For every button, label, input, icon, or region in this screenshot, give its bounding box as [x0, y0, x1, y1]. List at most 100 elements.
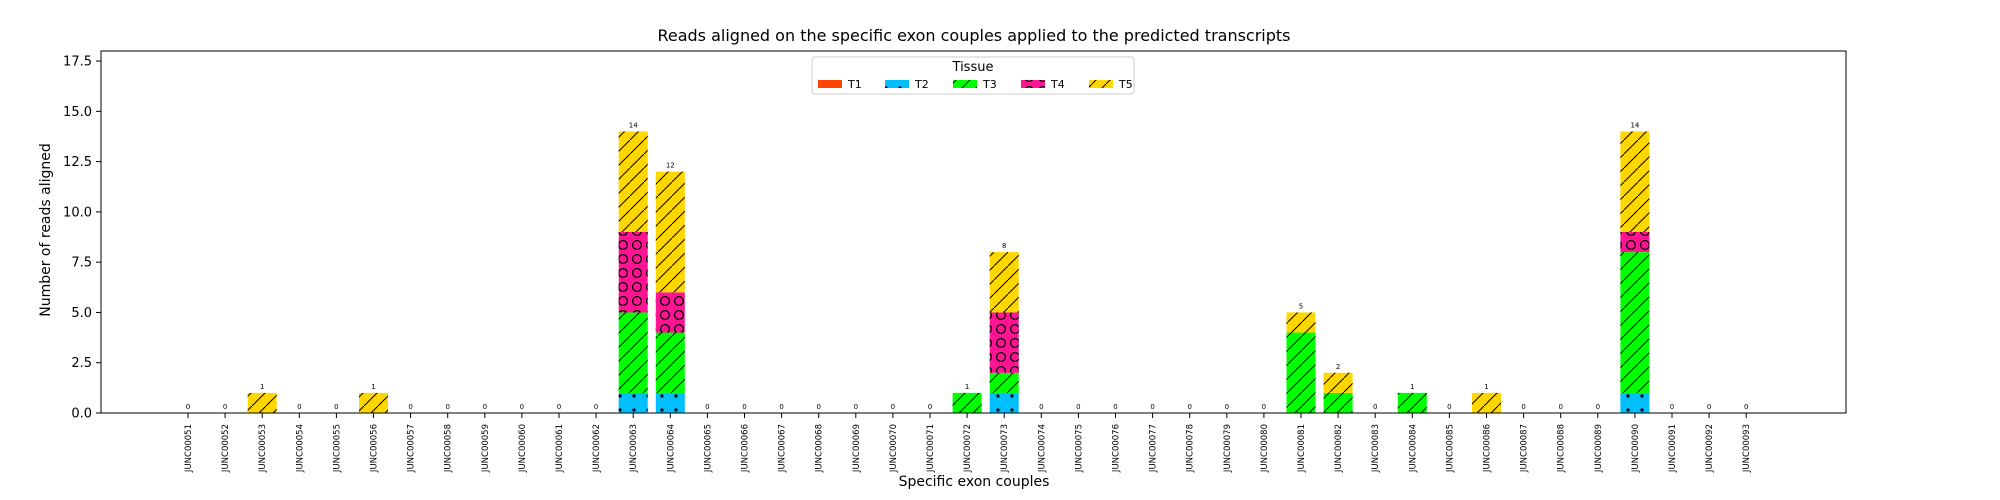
bar-value-label: 0: [1113, 403, 1117, 411]
bar-value-label: 0: [1225, 403, 1229, 411]
y-tick-label: 12.5: [63, 155, 92, 170]
x-tick-label: JUNC00051: [184, 424, 194, 473]
y-axis: 0.0 2.5 5.0 7.5 10.0 12.5 15.0 17.5: [63, 55, 101, 422]
x-tick-label: JUNC00071: [926, 424, 936, 473]
bar-value-label: 0: [445, 403, 449, 411]
bar-value-label: 0: [1707, 403, 1711, 411]
bar-value-label: 0: [520, 403, 524, 411]
x-axis: JUNC00051 JUNC00052 JUNC00053 JUNC00054 JUNC…: [184, 413, 1752, 473]
x-tick-label: JUNC00081: [1297, 424, 1307, 473]
plot-frame: [100, 50, 1847, 414]
y-tick-label: 17.5: [63, 55, 92, 70]
x-tick-label: JUNC00057: [407, 424, 417, 473]
x-tick-label: JUNC00088: [1557, 424, 1567, 473]
y-tick-label: 2.5: [71, 356, 92, 371]
bar-hatch-t3: [1323, 392, 1353, 413]
legend-swatch-t1: [818, 80, 842, 88]
bar-value-label: 14: [629, 121, 638, 129]
legend-swatch-hatch-t4: [1021, 80, 1045, 88]
value-labels-layer: 0 0 1 0 0 1 0 0 0 0 0 0 14 12 0 0 0 0 0 0 0 1 8 0 0 0 0 0 0 0 5 2 0 1 0 1 0 0…: [186, 121, 1749, 411]
bar-hatch-t5: [618, 131, 648, 232]
bar-hatch-t3: [989, 372, 1019, 393]
x-tick-label: JUNC00054: [295, 424, 305, 473]
y-tick-label: 5.0: [71, 306, 92, 321]
bar-hatch-t3: [1397, 392, 1427, 413]
legend-title: Tissue: [952, 60, 994, 75]
bar-hatch-t5: [1472, 392, 1501, 413]
x-tick-label: JUNC00056: [370, 424, 380, 473]
bars-layer: [247, 131, 1650, 413]
bar-hatch-t5: [655, 171, 685, 293]
y-tick-label: 10.0: [63, 205, 92, 220]
chart-title: Reads aligned on the specific exon coupl…: [657, 26, 1290, 45]
bar-value-label: 0: [854, 403, 858, 411]
x-tick-label: JUNC00075: [1074, 424, 1084, 473]
bar-value-label: 0: [223, 403, 227, 411]
bar-hatch-t4: [989, 312, 1019, 373]
legend-label-t4: T4: [1050, 78, 1065, 91]
x-tick-label: JUNC00073: [1000, 424, 1010, 473]
legend-swatch-hatch-t3: [953, 80, 977, 88]
x-tick-label: JUNC00070: [889, 424, 899, 473]
bar-hatch-t5: [247, 392, 277, 413]
x-axis-label: Specific exon couples: [899, 474, 1050, 490]
bar-hatch-t3: [618, 312, 648, 393]
bar-value-label: 5: [1299, 302, 1303, 310]
x-tick-label: JUNC00077: [1149, 424, 1159, 473]
bar-value-label: 0: [928, 403, 932, 411]
bar-value-label: 0: [334, 403, 338, 411]
x-tick-label: JUNC00080: [1260, 424, 1270, 473]
x-tick-label: JUNC00052: [221, 424, 231, 473]
bar-value-label: 1: [1410, 383, 1414, 391]
legend-items: T1 T2 T3 T4 T5: [818, 78, 1133, 91]
x-tick-label: JUNC00085: [1445, 424, 1455, 473]
bar-value-label: 0: [408, 403, 412, 411]
bar-hatch-t2: [989, 392, 1019, 413]
x-tick-label: JUNC00086: [1483, 424, 1493, 473]
bar-value-label: 0: [1039, 403, 1043, 411]
bar-value-label: 0: [891, 403, 895, 411]
bar-value-label: 0: [816, 403, 820, 411]
x-tick-label: JUNC00072: [963, 424, 973, 473]
y-tick-label: 0.0: [71, 407, 92, 422]
bar-value-label: 0: [1596, 403, 1600, 411]
legend-swatch-hatch-t5: [1089, 80, 1113, 88]
x-tick-label: JUNC00063: [629, 424, 639, 473]
bar-hatch-t4: [618, 232, 648, 313]
bar-hatch-t5: [1620, 131, 1650, 232]
x-tick-label: JUNC00069: [852, 424, 862, 473]
legend-label-t2: T2: [914, 78, 929, 91]
bar-hatch-t3: [655, 332, 685, 393]
bar-value-label: 0: [779, 403, 783, 411]
x-tick-label: JUNC00055: [332, 424, 342, 473]
bar-hatch-t5: [1323, 372, 1353, 393]
bar-hatch-t5: [1286, 312, 1316, 333]
bar-value-label: 0: [1262, 403, 1266, 411]
bar-hatch-t3: [1286, 332, 1316, 413]
bar-value-label: 1: [371, 383, 375, 391]
legend-label-t5: T5: [1118, 78, 1133, 91]
bar-value-label: 0: [557, 403, 561, 411]
bar-value-label: 0: [483, 403, 487, 411]
x-tick-label: JUNC00068: [815, 424, 825, 473]
bar-hatch-t5: [359, 392, 388, 413]
bar-value-label: 0: [297, 403, 301, 411]
bar-value-label: 8: [1002, 242, 1006, 250]
x-tick-label: JUNC00084: [1408, 424, 1418, 473]
bar-hatch-t2: [655, 392, 685, 413]
bar-hatch-t3: [1620, 252, 1650, 393]
x-tick-label: JUNC00089: [1594, 424, 1604, 473]
legend-swatch-hatch-t2: [885, 80, 909, 88]
bar-value-label: 0: [1521, 403, 1525, 411]
y-tick-label: 15.0: [63, 105, 92, 120]
bar-hatch-t4: [1620, 232, 1650, 253]
bar-hatch-t2: [618, 392, 648, 413]
bar-value-label: 0: [1076, 403, 1080, 411]
bar-value-label: 12: [666, 162, 675, 170]
bar-value-label: 0: [705, 403, 709, 411]
x-tick-label: JUNC00091: [1668, 424, 1678, 473]
bar-value-label: 0: [1373, 403, 1377, 411]
bar-hatch-t3: [952, 392, 982, 413]
bar-value-label: 0: [594, 403, 598, 411]
bar-hatch-t5: [989, 252, 1019, 313]
